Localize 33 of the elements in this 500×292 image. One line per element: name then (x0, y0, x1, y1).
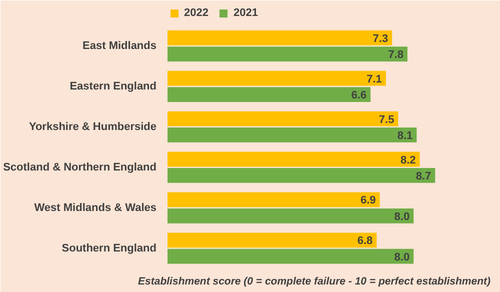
bar (168, 128, 417, 142)
bar (168, 152, 420, 167)
y-tick-label: Scotland & Northern England (3, 161, 157, 174)
bar (168, 232, 377, 248)
data-label: 8.2 (400, 154, 416, 166)
bar (168, 192, 380, 208)
bar (168, 46, 408, 62)
data-label: 8.7 (416, 170, 432, 182)
x-axis-title: Establishment score (0 = complete failure - 10 = perfect establishment) (138, 276, 492, 288)
bar (168, 208, 414, 224)
y-tick-label: Yorkshire & Humberside (28, 120, 157, 133)
y-tick-label: Southern England (62, 242, 157, 254)
data-label: 7.3 (372, 32, 388, 45)
y-tick-label: East Midlands (82, 40, 157, 52)
data-label: 7.5 (378, 114, 394, 126)
data-label: 8.0 (394, 251, 410, 264)
bar (168, 70, 386, 86)
bar (168, 248, 414, 264)
bar (168, 168, 436, 183)
bar (168, 111, 398, 126)
y-tick-label: Eastern England (70, 80, 156, 92)
data-label: 8.1 (397, 130, 413, 142)
data-label: 7.1 (366, 73, 382, 86)
bar (168, 87, 371, 102)
data-label: 8.0 (394, 210, 410, 223)
bar (168, 30, 392, 46)
data-label: 7.8 (388, 49, 404, 62)
legend-label: 2022 (184, 7, 208, 19)
data-label: 6.9 (360, 194, 376, 207)
legend-label: 2021 (233, 7, 258, 19)
y-tick-label: West Midlands & Wales (34, 202, 157, 214)
data-label: 6.6 (351, 90, 367, 102)
data-label: 6.8 (357, 235, 373, 248)
